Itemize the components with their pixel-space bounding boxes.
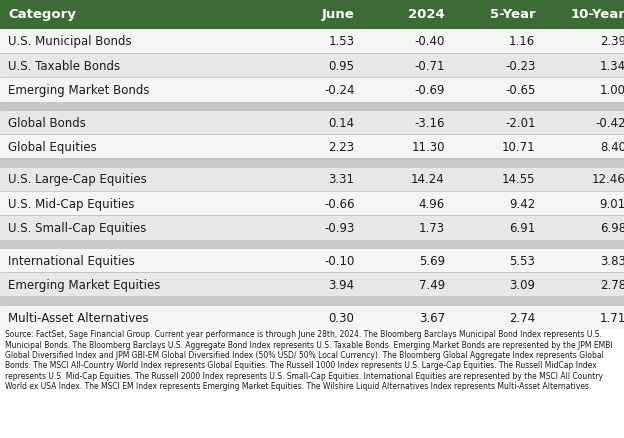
Text: -0.40: -0.40: [414, 35, 445, 48]
Text: 2.39: 2.39: [600, 35, 624, 48]
Text: -0.66: -0.66: [324, 197, 354, 210]
Bar: [0, 305, 624, 329]
Bar: [0, 216, 624, 240]
Text: Global Equities: Global Equities: [8, 141, 97, 153]
Text: 2024: 2024: [408, 8, 445, 21]
Text: 1.71: 1.71: [600, 311, 624, 324]
Text: 6.98: 6.98: [600, 222, 624, 234]
Text: -0.10: -0.10: [324, 254, 354, 267]
Text: 14.55: 14.55: [502, 173, 535, 186]
Text: 1.34: 1.34: [600, 60, 624, 73]
Text: -0.23: -0.23: [505, 60, 535, 73]
Text: U.S. Municipal Bonds: U.S. Municipal Bonds: [8, 35, 132, 48]
Bar: [0, 329, 624, 438]
Text: -0.24: -0.24: [324, 84, 354, 97]
Text: 11.30: 11.30: [411, 141, 445, 153]
Text: -0.65: -0.65: [505, 84, 535, 97]
Text: 5.69: 5.69: [419, 254, 445, 267]
Bar: [0, 78, 624, 102]
Bar: [0, 0, 624, 30]
Bar: [0, 192, 624, 216]
Text: -0.71: -0.71: [414, 60, 445, 73]
Text: 3.09: 3.09: [509, 278, 535, 291]
Text: 3.67: 3.67: [419, 311, 445, 324]
Text: 2.23: 2.23: [328, 141, 354, 153]
Text: Source: FactSet, Sage Financial Group. Current year performance is through June : Source: FactSet, Sage Financial Group. C…: [5, 329, 613, 390]
Bar: [0, 167, 624, 192]
Text: U.S. Taxable Bonds: U.S. Taxable Bonds: [8, 60, 120, 73]
Text: 1.53: 1.53: [328, 35, 354, 48]
Text: 2.74: 2.74: [509, 311, 535, 324]
Text: 0.14: 0.14: [328, 117, 354, 129]
Text: -0.93: -0.93: [324, 222, 354, 234]
Text: Category: Category: [8, 8, 76, 21]
Bar: [0, 272, 624, 297]
Text: 0.95: 0.95: [328, 60, 354, 73]
Text: 12.46: 12.46: [592, 173, 624, 186]
Text: 5-Year: 5-Year: [490, 8, 535, 21]
Text: Global Bonds: Global Bonds: [8, 117, 86, 129]
Text: June: June: [322, 8, 354, 21]
Bar: [0, 102, 624, 111]
Text: 4.96: 4.96: [419, 197, 445, 210]
Text: Emerging Market Equities: Emerging Market Equities: [8, 278, 160, 291]
Text: 1.00: 1.00: [600, 84, 624, 97]
Bar: [0, 111, 624, 135]
Text: 1.16: 1.16: [509, 35, 535, 48]
Text: 0.30: 0.30: [329, 311, 354, 324]
Text: 6.91: 6.91: [509, 222, 535, 234]
Text: International Equities: International Equities: [8, 254, 135, 267]
Text: 3.31: 3.31: [328, 173, 354, 186]
Bar: [0, 54, 624, 78]
Text: -2.01: -2.01: [505, 117, 535, 129]
Bar: [0, 240, 624, 248]
Text: 5.53: 5.53: [510, 254, 535, 267]
Text: U.S. Large-Cap Equities: U.S. Large-Cap Equities: [8, 173, 147, 186]
Text: U.S. Mid-Cap Equities: U.S. Mid-Cap Equities: [8, 197, 135, 210]
Text: U.S. Small-Cap Equities: U.S. Small-Cap Equities: [8, 222, 147, 234]
Text: -3.16: -3.16: [414, 117, 445, 129]
Text: 3.83: 3.83: [600, 254, 624, 267]
Text: Emerging Market Bonds: Emerging Market Bonds: [8, 84, 150, 97]
Text: 2.78: 2.78: [600, 278, 624, 291]
Bar: [0, 30, 624, 54]
Text: 10.71: 10.71: [502, 141, 535, 153]
Bar: [0, 297, 624, 305]
Text: -0.69: -0.69: [414, 84, 445, 97]
Text: 8.40: 8.40: [600, 141, 624, 153]
Text: 9.01: 9.01: [600, 197, 624, 210]
Text: 1.73: 1.73: [419, 222, 445, 234]
Text: 10-Year: 10-Year: [571, 8, 624, 21]
Bar: [0, 135, 624, 159]
Bar: [0, 248, 624, 272]
Text: 3.94: 3.94: [328, 278, 354, 291]
Text: 7.49: 7.49: [419, 278, 445, 291]
Text: 14.24: 14.24: [411, 173, 445, 186]
Bar: [0, 159, 624, 167]
Text: 9.42: 9.42: [509, 197, 535, 210]
Text: -0.42: -0.42: [595, 117, 624, 129]
Text: Multi-Asset Alternatives: Multi-Asset Alternatives: [8, 311, 149, 324]
